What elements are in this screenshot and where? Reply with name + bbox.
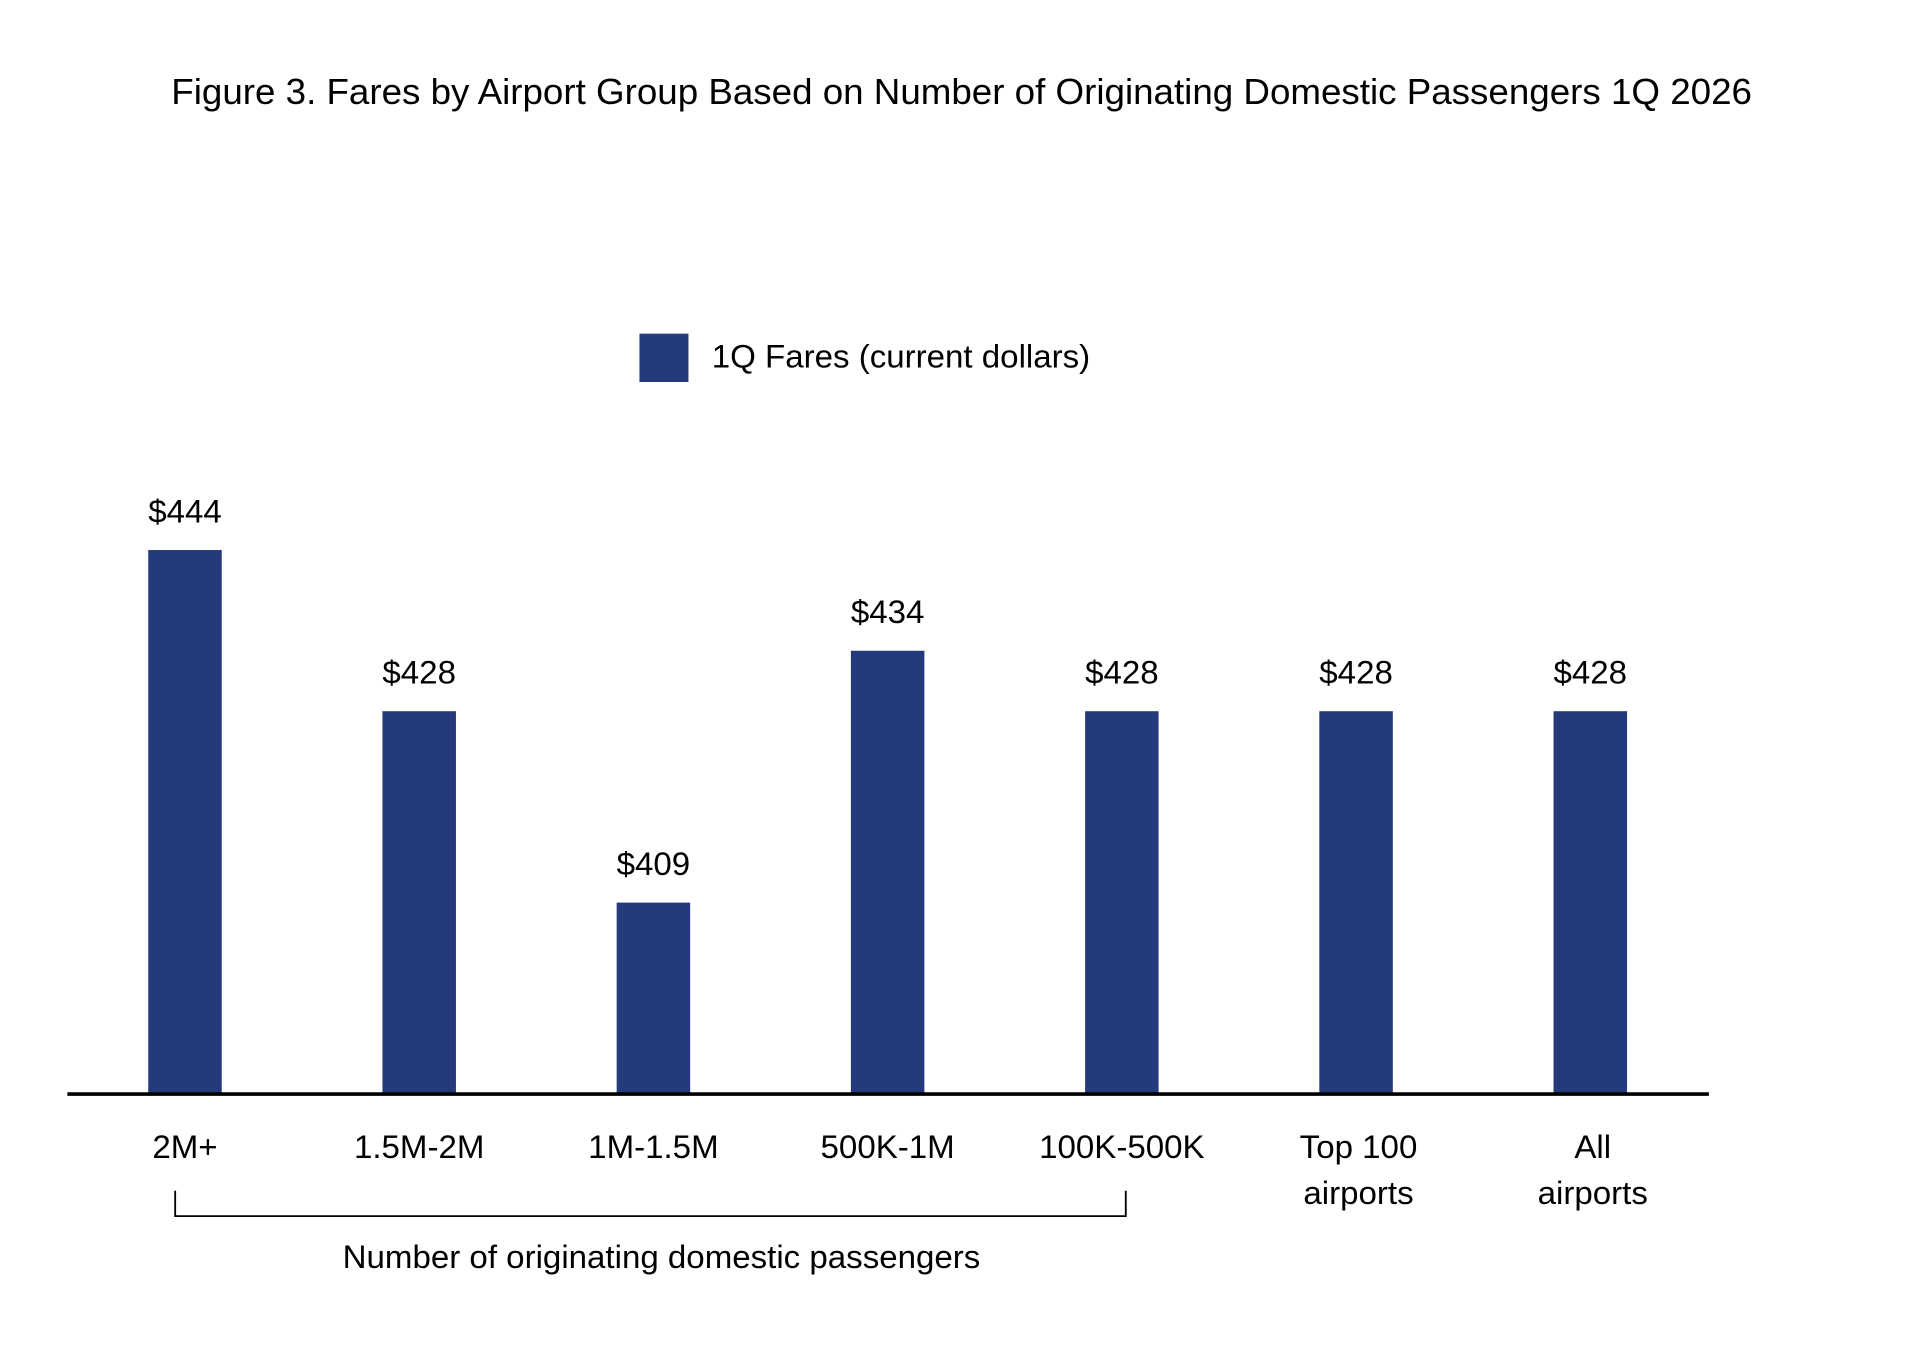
value-label: $428 [1319, 654, 1393, 691]
bar [850, 650, 925, 1095]
bars [148, 550, 1628, 1095]
value-label: $444 [148, 493, 222, 530]
bar [1319, 711, 1393, 1095]
value-label: $428 [382, 654, 456, 691]
value-label: $428 [1085, 654, 1159, 691]
group-bracket [174, 1190, 1127, 1218]
x-tick-label: Top 100 [1300, 1128, 1418, 1165]
bar [382, 711, 456, 1095]
x-tick-label: 500K-1M [821, 1128, 955, 1165]
x-tick-label: airports [1303, 1174, 1413, 1211]
x-tick-label: 100K-500K [1039, 1128, 1205, 1165]
value-label: $409 [617, 845, 691, 882]
x-tick-label: 1M-1.5M [588, 1128, 718, 1165]
bar [1085, 711, 1159, 1095]
bar [616, 902, 691, 1095]
bar [1553, 711, 1628, 1095]
chart-title: Figure 3. Fares by Airport Group Based o… [171, 71, 1752, 112]
bar [148, 550, 222, 1095]
legend-label: 1Q Fares (current dollars) [712, 338, 1090, 375]
value-label: $434 [851, 593, 925, 630]
legend-swatch [639, 333, 689, 382]
x-tick-label: All [1574, 1128, 1611, 1165]
value-label: $428 [1554, 654, 1628, 691]
group-label: Number of originating domestic passenger… [343, 1238, 981, 1275]
x-tick-label: airports [1538, 1174, 1648, 1211]
x-tick-label: 2M+ [152, 1128, 217, 1165]
x-tick-label: 1.5M-2M [354, 1128, 484, 1165]
